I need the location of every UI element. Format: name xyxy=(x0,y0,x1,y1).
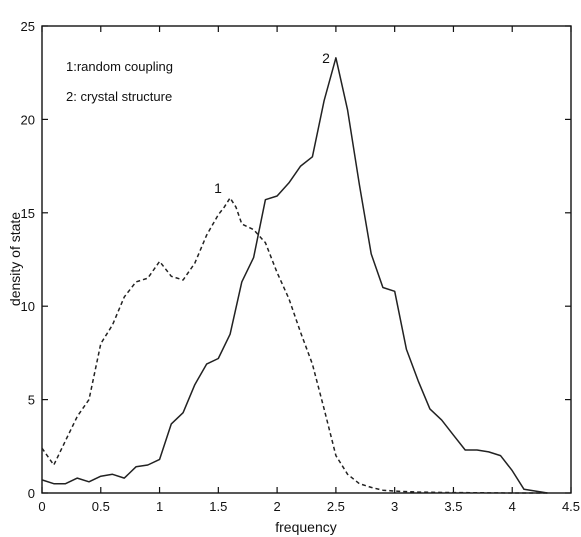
x-tick-label: 3.5 xyxy=(444,499,462,514)
series-2-line xyxy=(41,57,548,494)
x-tick-label: 2 xyxy=(273,499,280,514)
x-axis-label: frequency xyxy=(275,519,336,535)
x-tick-label: 0 xyxy=(38,499,45,514)
legend-entry-2: 2: crystal structure xyxy=(66,89,172,104)
x-tick-label: 0.5 xyxy=(92,499,110,514)
y-tick-label: 25 xyxy=(21,19,35,34)
y-tick-label: 20 xyxy=(21,112,35,127)
series-layer xyxy=(41,57,548,494)
y-axis-label: density of state xyxy=(7,212,23,306)
y-tick-label: 15 xyxy=(21,206,35,221)
x-tick-label: 4 xyxy=(509,499,516,514)
x-tick-label: 4.5 xyxy=(562,499,580,514)
x-tick-label: 2.5 xyxy=(327,499,345,514)
x-tick-label: 1 xyxy=(156,499,163,514)
y-tick-label: 10 xyxy=(21,299,35,314)
y-tick-label: 5 xyxy=(28,393,35,408)
x-axis-ticks: 0 0.5 1 1.5 2 2.5 3 3.5 4 4.5 xyxy=(38,26,580,514)
curve-label-2: 2 xyxy=(322,50,330,66)
plot-area-frame xyxy=(41,25,572,494)
y-axis-ticks: 0 5 10 15 20 25 xyxy=(21,19,571,501)
y-tick-label: 0 xyxy=(28,486,35,501)
x-tick-label: 1.5 xyxy=(209,499,227,514)
x-tick-label: 3 xyxy=(391,499,398,514)
legend-entry-1: 1:random coupling xyxy=(66,59,173,74)
series-1-line xyxy=(41,197,548,494)
curve-label-1: 1 xyxy=(214,180,222,196)
